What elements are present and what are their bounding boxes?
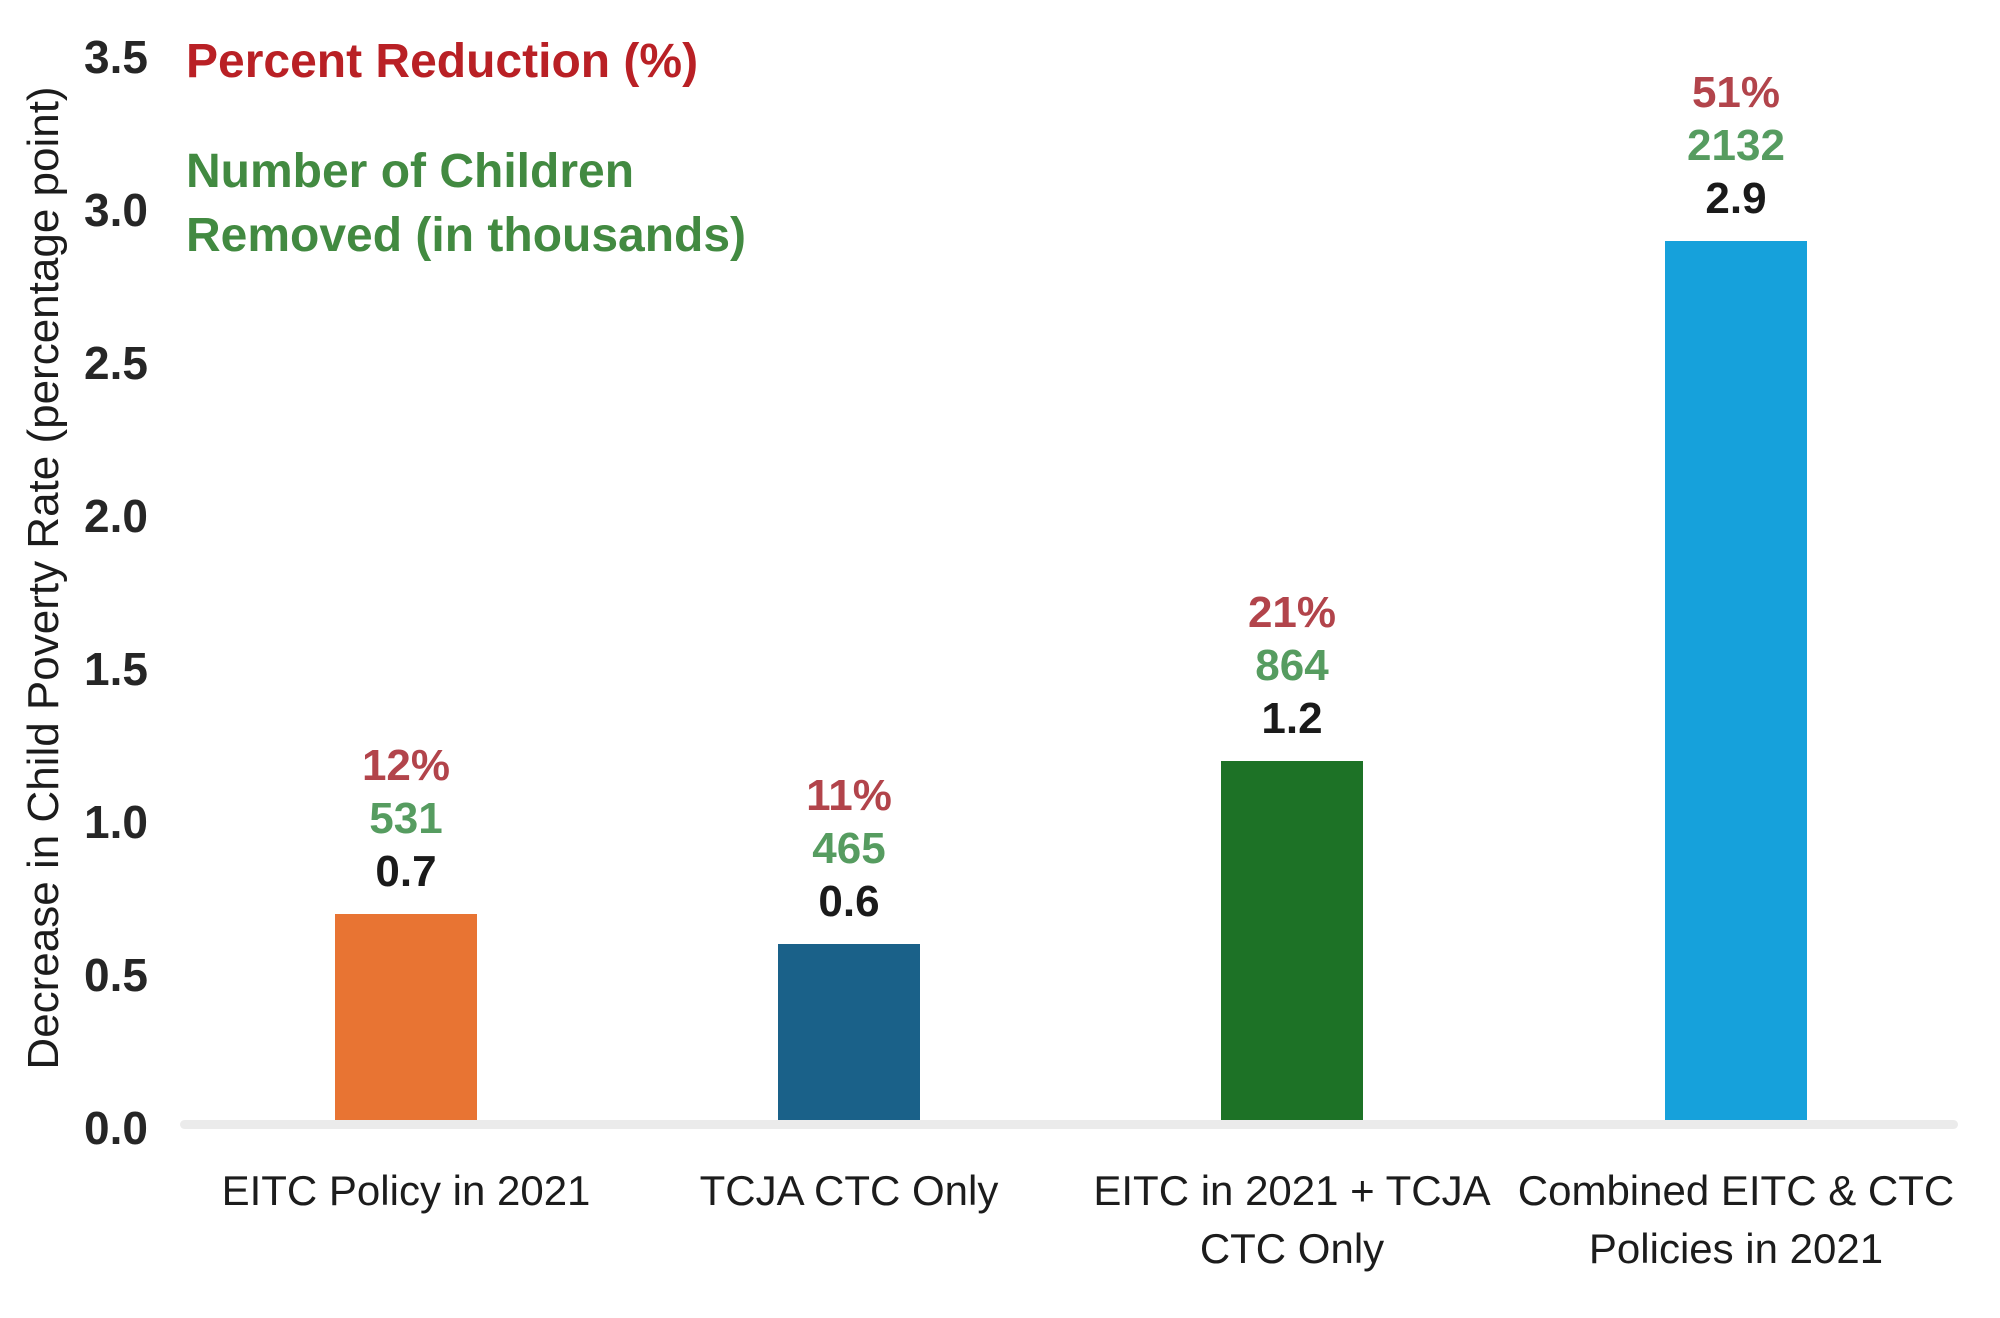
bar-2 (778, 944, 920, 1128)
percent-reduction-value: 51% (1691, 68, 1781, 117)
category-label-4: Combined EITC & CTC Policies in 2021 (1517, 1167, 1955, 1272)
bar-4-label-stack: 51% 2132 2.9 (1687, 66, 1785, 225)
poverty-decrease-value: 1.2 (1261, 694, 1323, 743)
bar-1-label-stack: 12% 531 0.7 (362, 739, 450, 898)
y-tick-label-1.0: 1.0 (84, 796, 148, 848)
bar-3 (1221, 761, 1363, 1128)
category-label-1: EITC Policy in 2021 (221, 1167, 591, 1214)
y-tick-label-0.5: 0.5 (84, 949, 148, 1001)
y-tick-label-2.0: 2.0 (84, 490, 148, 542)
legend-percent-reduction-label: Percent Reduction (%) (186, 35, 699, 88)
y-tick-label-1.5: 1.5 (84, 643, 148, 695)
bar-3-label-stack: 21% 864 1.2 (1248, 586, 1336, 745)
children-removed-value: 2132 (1687, 121, 1785, 170)
percent-reduction-value: 12% (361, 741, 451, 790)
y-tick-label-3.5: 3.5 (84, 31, 148, 83)
poverty-decrease-value: 2.9 (1705, 174, 1767, 223)
legend-children-line2: Removed (in thousands) (186, 209, 747, 262)
category-label-2: TCJA CTC Only (699, 1167, 999, 1214)
percent-reduction-value: 21% (1247, 588, 1337, 637)
y-tick-label-3.0: 3.0 (84, 184, 148, 236)
bar-2-label-stack: 11% 465 0.6 (806, 769, 892, 928)
legend-children-removed-label: Number of Children Removed (in thousands… (186, 140, 746, 268)
poverty-decrease-value: 0.6 (818, 877, 880, 926)
x-axis-baseline (180, 1120, 1958, 1129)
children-removed-value: 864 (1255, 641, 1329, 690)
category-label-3: EITC in 2021 + TCJA CTC Only (1093, 1167, 1491, 1272)
poverty-decrease-value: 0.7 (375, 847, 437, 896)
children-removed-value: 531 (369, 794, 443, 843)
bar-4 (1665, 241, 1807, 1128)
children-removed-value: 465 (812, 824, 886, 873)
percent-reduction-value: 11% (806, 771, 892, 820)
y-tick-label-2.5: 2.5 (84, 337, 148, 389)
legend-children-line1: Number of Children (186, 145, 635, 198)
y-tick-label-0.0: 0.0 (84, 1102, 148, 1154)
bar-1 (335, 914, 477, 1128)
